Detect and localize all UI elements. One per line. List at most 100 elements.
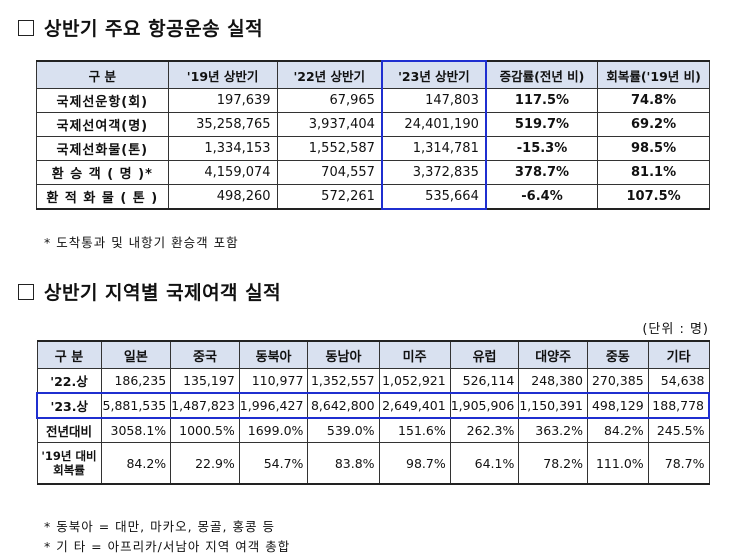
cell: 1,052,921	[378, 368, 451, 394]
cell-recovery: 69.2%	[597, 112, 710, 137]
header-japan: 일본	[100, 340, 172, 369]
row-label: 환 승 객 ( 명 )*	[36, 160, 169, 185]
cell: 8,642,800	[307, 392, 380, 419]
cell-2023: 535,664	[380, 184, 487, 210]
table-row: 국제선화물(톤) 1,334,153 1,552,587 1,314,781 -…	[36, 136, 710, 161]
cell: 64.1%	[449, 442, 520, 485]
header-recovery: 회복률('19년 비)	[597, 60, 710, 89]
cell: 262.3%	[449, 417, 520, 443]
cell: 539.0%	[307, 417, 380, 443]
table-row: '22.상 186,235 135,197 110,977 1,352,557 …	[36, 368, 710, 394]
table-row-highlighted: '23.상 5,881,535 1,487,823 1,996,427 8,64…	[36, 392, 710, 419]
cell: 526,114	[449, 368, 520, 394]
cell-recovery: 74.8%	[597, 88, 710, 113]
row-label-line1: '19년 대비	[41, 449, 97, 463]
cell-2022: 3,937,404	[276, 112, 383, 137]
cell-2019: 197,639	[167, 88, 278, 113]
cell-change: -6.4%	[485, 184, 599, 210]
cell: 363.2%	[518, 417, 588, 443]
header-china: 중국	[170, 340, 240, 369]
cell-2022: 572,261	[276, 184, 383, 210]
header-2022: '22년 상반기	[276, 60, 383, 89]
table-row: 전년대비 3058.1% 1000.5% 1699.0% 539.0% 151.…	[36, 417, 710, 443]
row-label: 국제선화물(톤)	[36, 136, 169, 161]
cell: 1,352,557	[307, 368, 380, 394]
cell: 1,905,906	[449, 392, 520, 419]
table-header-row: 구 분 일본 중국 동북아 동남아 미주 유럽 대양주 중동 기타	[36, 340, 710, 369]
header-2023: '23년 상반기	[380, 60, 487, 89]
cell: 1,150,391	[518, 392, 588, 419]
cell-recovery: 107.5%	[597, 184, 710, 210]
cell: 248,380	[518, 368, 588, 394]
cell-2022: 1,552,587	[276, 136, 383, 161]
row-label: 환 적 화 물 ( 톤 )	[36, 184, 169, 210]
cell-2022: 67,965	[276, 88, 383, 113]
cell: 3058.1%	[100, 417, 172, 443]
cell: 135,197	[170, 368, 240, 394]
cell-recovery: 98.5%	[597, 136, 710, 161]
section2-title: 상반기 지역별 국제여객 실적	[44, 282, 282, 304]
cell-change: -15.3%	[485, 136, 599, 161]
cell: 270,385	[586, 368, 649, 394]
header-change: 증감률(전년 비)	[485, 60, 599, 89]
header-oceania: 대양주	[518, 340, 588, 369]
cell: 186,235	[100, 368, 172, 394]
header-2019: '19년 상반기	[167, 60, 278, 89]
unit-label: (단위 : 명)	[642, 322, 709, 337]
cell-2019: 1,334,153	[167, 136, 278, 161]
cell: 1000.5%	[170, 417, 240, 443]
cell-2019: 498,260	[167, 184, 278, 210]
table-row: 환 적 화 물 ( 톤 ) 498,260 572,261 535,664 -6…	[36, 184, 710, 210]
row-label: '19년 대비 회복률	[36, 442, 102, 485]
cell: 110,977	[238, 368, 309, 394]
cell: 84.2%	[586, 417, 649, 443]
row-label: '23.상	[36, 392, 102, 419]
section1-footnote: * 도착통과 및 내항기 환승객 포함	[44, 235, 239, 250]
cell: 1,996,427	[238, 392, 309, 419]
cell-2023: 1,314,781	[380, 136, 487, 161]
cell-change: 378.7%	[485, 160, 599, 185]
section1-title: 상반기 주요 항공운송 실적	[44, 18, 264, 40]
row-label: 국제선여객(명)	[36, 112, 169, 137]
header-southeast-asia: 동남아	[307, 340, 380, 369]
header-americas: 미주	[378, 340, 451, 369]
cell: 151.6%	[378, 417, 451, 443]
header-other: 기타	[647, 340, 710, 369]
table-header-row: 구 분 '19년 상반기 '22년 상반기 '23년 상반기 증감률(전년 비)…	[36, 60, 710, 89]
cell: 54,638	[647, 368, 710, 394]
cell-change: 519.7%	[485, 112, 599, 137]
cell: 84.2%	[100, 442, 172, 485]
cell-2019: 4,159,074	[167, 160, 278, 185]
cell-2023: 24,401,190	[380, 112, 487, 137]
section2-heading: 상반기 지역별 국제여객 실적	[18, 278, 281, 305]
table-row: 국제선여객(명) 35,258,765 3,937,404 24,401,190…	[36, 112, 710, 137]
row-label: 국제선운항(회)	[36, 88, 169, 113]
header-middle-east: 중동	[586, 340, 649, 369]
cell: 1699.0%	[238, 417, 309, 443]
cell: 5,881,535	[100, 392, 172, 419]
cell-2022: 704,557	[276, 160, 383, 185]
regional-passenger-table: 구 분 일본 중국 동북아 동남아 미주 유럽 대양주 중동 기타 '22.상 …	[36, 340, 710, 485]
cell-2023: 3,372,835	[380, 160, 487, 185]
cell: 188,778	[647, 392, 710, 419]
row-label-line2: 회복률	[53, 463, 85, 477]
section2-footnote-1: * 동북아 = 대만, 마카오, 몽골, 홍콩 등	[44, 519, 275, 534]
cell: 98.7%	[378, 442, 451, 485]
header-northeast-asia: 동북아	[238, 340, 309, 369]
cell: 111.0%	[586, 442, 649, 485]
section1-heading: 상반기 주요 항공운송 실적	[18, 14, 263, 41]
cell: 78.7%	[647, 442, 710, 485]
cell: 498,129	[586, 392, 649, 419]
cell: 78.2%	[518, 442, 588, 485]
row-label: 전년대비	[36, 417, 102, 443]
cell: 83.8%	[307, 442, 380, 485]
cell-recovery: 81.1%	[597, 160, 710, 185]
table-row: 국제선운항(회) 197,639 67,965 147,803 117.5% 7…	[36, 88, 710, 113]
header-europe: 유럽	[449, 340, 520, 369]
checkbox-square-icon	[18, 284, 34, 300]
section2-footnote-2: * 기 타 = 아프리카/서남아 지역 여객 총합	[44, 539, 291, 554]
header-category: 구 분	[36, 60, 169, 89]
cell: 54.7%	[238, 442, 309, 485]
cell: 1,487,823	[170, 392, 240, 419]
cell-change: 117.5%	[485, 88, 599, 113]
